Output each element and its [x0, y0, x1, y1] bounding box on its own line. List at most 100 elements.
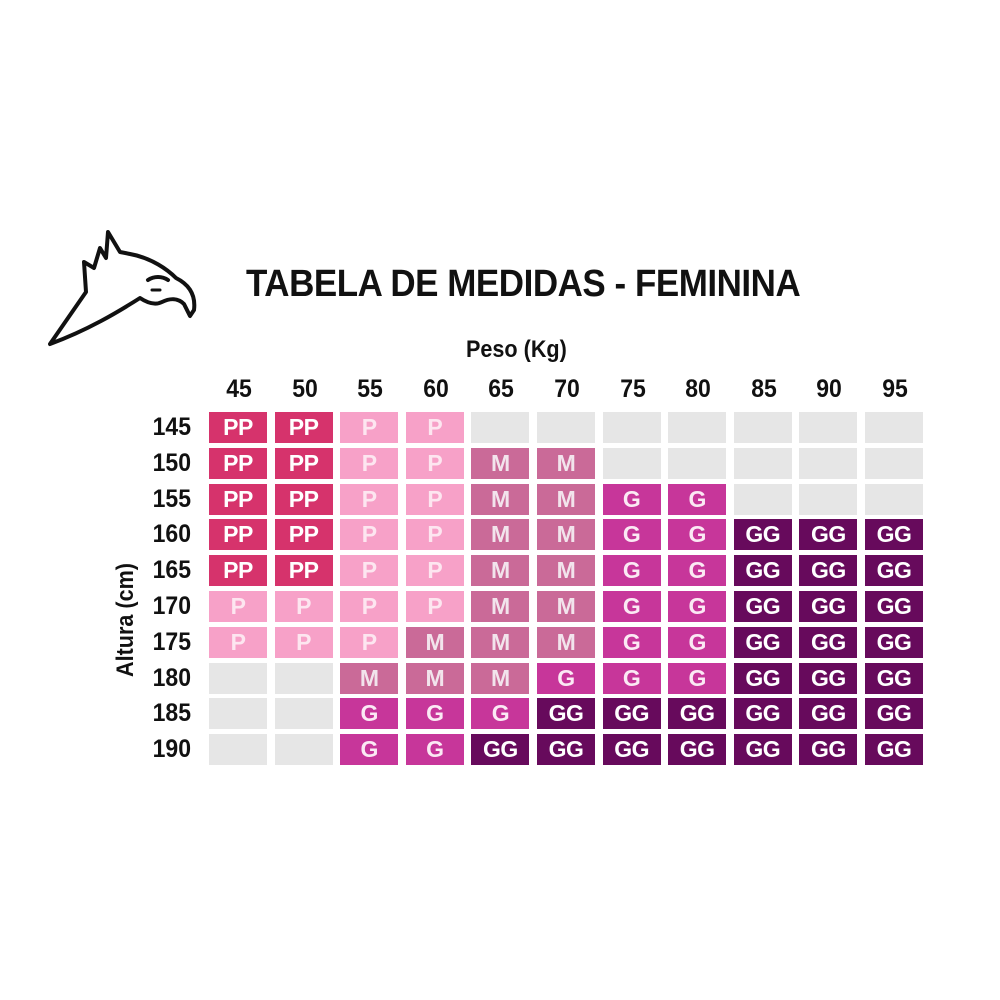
- empty-cell: [799, 412, 858, 443]
- empty-cell: [865, 483, 923, 515]
- size-cell: PP: [274, 483, 333, 515]
- page-title: TABELA DE MEDIDAS - FEMININA: [246, 263, 801, 305]
- empty-cell: [602, 412, 661, 443]
- row-header: 185: [152, 699, 191, 728]
- size-cell: G: [602, 483, 661, 515]
- empty-cell: [865, 412, 923, 443]
- size-cell: GG: [865, 555, 923, 587]
- empty-cell: [733, 447, 792, 479]
- row-header: 190: [152, 735, 191, 764]
- size-cell: P: [274, 591, 333, 622]
- size-cell: PP: [209, 519, 267, 551]
- empty-cell: [209, 698, 267, 730]
- empty-cell: [209, 734, 267, 766]
- empty-cell: [799, 447, 858, 479]
- size-cell: P: [209, 591, 267, 622]
- size-cell: GG: [733, 734, 792, 766]
- size-cell: GG: [865, 591, 923, 622]
- empty-cell: [668, 447, 727, 479]
- size-cell: PP: [209, 483, 267, 515]
- column-header: 85: [751, 375, 777, 403]
- size-cell: GG: [799, 662, 858, 694]
- size-cell: GG: [799, 626, 858, 658]
- size-cell: P: [405, 555, 464, 587]
- size-cell: M: [471, 591, 530, 622]
- row-header: 155: [152, 484, 191, 513]
- row-header: 165: [152, 556, 191, 585]
- empty-cell: [602, 447, 661, 479]
- column-header: 75: [619, 375, 646, 403]
- size-cell: GG: [865, 698, 923, 730]
- size-cell: M: [471, 662, 530, 694]
- size-cell: P: [340, 412, 399, 443]
- size-cell: G: [340, 698, 399, 730]
- size-cell: G: [602, 519, 661, 551]
- empty-cell: [274, 734, 333, 766]
- size-cell: GG: [799, 555, 858, 587]
- size-cell: GG: [602, 698, 661, 730]
- size-cell: G: [405, 698, 464, 730]
- size-cell: PP: [274, 519, 333, 551]
- size-cell: GG: [537, 698, 595, 730]
- size-cell: M: [405, 626, 464, 658]
- size-cell: PP: [209, 412, 267, 443]
- row-header: 180: [152, 663, 191, 692]
- row-header: 150: [152, 448, 191, 477]
- size-cell: P: [405, 519, 464, 551]
- empty-cell: [471, 412, 530, 443]
- size-cell: G: [602, 555, 661, 587]
- size-cell: P: [405, 591, 464, 622]
- empty-cell: [274, 698, 333, 730]
- size-cell: M: [471, 626, 530, 658]
- size-cell: M: [537, 626, 595, 658]
- size-cell: P: [274, 626, 333, 658]
- size-cell: GG: [733, 626, 792, 658]
- size-cell: G: [668, 483, 727, 515]
- size-cell: P: [405, 412, 464, 443]
- size-cell: M: [471, 519, 530, 551]
- size-cell: GG: [865, 662, 923, 694]
- empty-cell: [865, 447, 923, 479]
- column-header: 60: [423, 375, 449, 403]
- size-cell: P: [340, 591, 399, 622]
- x-axis-label: Peso (Kg): [466, 336, 567, 363]
- size-cell: G: [668, 591, 727, 622]
- empty-cell: [537, 412, 595, 443]
- size-cell: G: [668, 662, 727, 694]
- size-cell: M: [537, 519, 595, 551]
- empty-cell: [274, 662, 333, 694]
- size-cell: P: [405, 483, 464, 515]
- size-cell: G: [668, 626, 727, 658]
- empty-cell: [733, 483, 792, 515]
- size-cell: GG: [537, 734, 595, 766]
- size-cell: GG: [865, 734, 923, 766]
- size-cell: M: [471, 447, 530, 479]
- size-cell: M: [537, 483, 595, 515]
- size-cell: GG: [799, 591, 858, 622]
- size-cell: M: [537, 447, 595, 479]
- size-cell: GG: [799, 734, 858, 766]
- size-cell: P: [340, 519, 399, 551]
- size-cell: PP: [209, 555, 267, 587]
- column-header: 70: [554, 375, 580, 403]
- size-cell: PP: [274, 555, 333, 587]
- empty-cell: [668, 412, 727, 443]
- size-cell: P: [340, 555, 399, 587]
- empty-cell: [733, 412, 792, 443]
- size-cell: GG: [733, 662, 792, 694]
- size-cell: GG: [733, 698, 792, 730]
- size-cell: P: [340, 483, 399, 515]
- size-cell: M: [471, 555, 530, 587]
- column-header: 90: [816, 375, 843, 403]
- size-cell: P: [405, 447, 464, 479]
- size-cell: GG: [865, 626, 923, 658]
- size-cell: GG: [733, 519, 792, 551]
- size-cell: P: [340, 447, 399, 479]
- size-cell: G: [471, 698, 530, 730]
- column-header: 50: [291, 375, 318, 403]
- size-cell: GG: [865, 519, 923, 551]
- size-cell: M: [537, 591, 595, 622]
- size-cell: G: [602, 626, 661, 658]
- size-cell: GG: [799, 698, 858, 730]
